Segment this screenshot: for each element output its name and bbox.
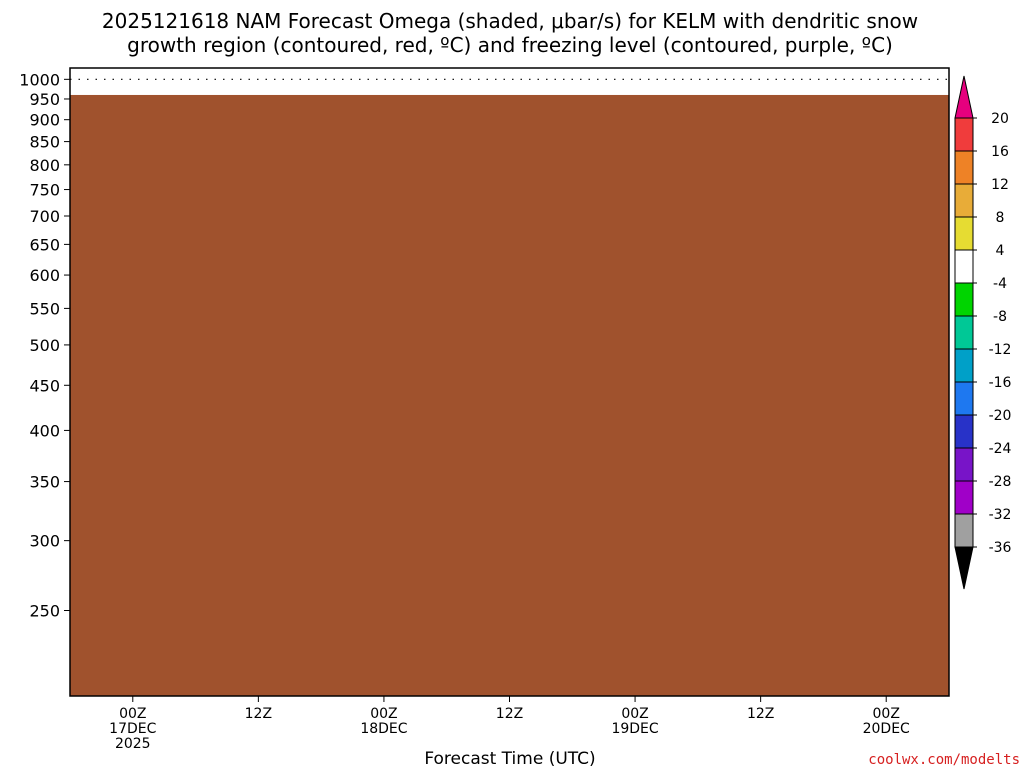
x-tick-label: 00Z: [119, 706, 146, 722]
colorbar: 20 16 12 8 4 -4 -8 -12 -16 -20 -24 -28 -32 -36: [954, 75, 1012, 590]
colorbar-label: -8: [993, 309, 1007, 325]
y-tick-label-800: 800: [29, 156, 60, 175]
colorbar-bin-top: [954, 75, 974, 119]
x-axis-title: Forecast Time (UTC): [424, 749, 595, 768]
y-axis: 250 300 350 400 450 500 550 600 650 700 750 800 850 9…: [19, 70, 70, 621]
y-tick-label-850: 850: [29, 133, 60, 152]
x-tick-label: 17DEC: [109, 721, 156, 737]
colorbar-bin: [954, 282, 974, 317]
y-tick-label-450: 450: [29, 376, 60, 395]
chart-title: 2025121618 NAM Forecast Omega (shaded, μ…: [102, 9, 918, 57]
colorbar-bin: [954, 216, 974, 251]
y-tick-label-500: 500: [29, 336, 60, 355]
colorbar-label: -36: [989, 540, 1012, 556]
y-tick-label-400: 400: [29, 421, 60, 440]
colorbar-label: -28: [989, 474, 1012, 490]
colorbar-label: -12: [989, 342, 1012, 358]
x-tick-label: 2025: [115, 736, 151, 752]
colorbar-bin-bottom: [954, 546, 974, 590]
colorbar-bin: [954, 480, 974, 515]
colorbar-bin: [954, 117, 974, 152]
y-tick-label-350: 350: [29, 473, 60, 492]
plot-area: -18-120: [70, 78, 949, 696]
y-tick-label-550: 550: [29, 299, 60, 318]
x-tick-label: 19DEC: [611, 721, 658, 737]
y-tick-label-300: 300: [29, 532, 60, 551]
colorbar-bin: [954, 414, 974, 449]
ground-layer: [70, 94, 949, 696]
y-tick-label-750: 750: [29, 181, 60, 200]
colorbar-label: -16: [989, 375, 1012, 391]
x-tick-label: 00Z: [621, 706, 648, 722]
colorbar-bin: [954, 315, 974, 350]
colorbar-bin: [954, 150, 974, 185]
colorbar-label: 12: [991, 177, 1009, 193]
colorbar-label: 20: [991, 111, 1009, 127]
y-tick-label-650: 650: [29, 235, 60, 254]
y-tick-label-900: 900: [29, 111, 60, 130]
x-tick-label: 12Z: [496, 706, 523, 722]
colorbar-label: -32: [989, 507, 1012, 523]
colorbar-bin: [954, 348, 974, 383]
colorbar-label: -20: [989, 408, 1012, 424]
colorbar-label: -4: [993, 276, 1007, 292]
colorbar-label: 8: [996, 210, 1005, 226]
colorbar-bin: [954, 447, 974, 482]
x-tick-label: 12Z: [245, 706, 272, 722]
colorbar-bin: [954, 183, 974, 218]
title-line-2: growth region (contoured, red, ºC) and f…: [127, 33, 893, 57]
colorbar-label: 4: [996, 243, 1005, 259]
colorbar-bin: [954, 249, 974, 284]
y-tick-label-700: 700: [29, 207, 60, 226]
y-tick-label-950: 950: [29, 90, 60, 109]
title-line-1: 2025121618 NAM Forecast Omega (shaded, μ…: [102, 9, 918, 33]
y-tick-label-1000: 1000: [19, 70, 60, 89]
y-tick-label-250: 250: [29, 602, 60, 621]
x-tick-label: 20DEC: [863, 721, 910, 737]
x-tick-label: 18DEC: [360, 721, 407, 737]
x-tick-label: 00Z: [370, 706, 397, 722]
colorbar-label: -24: [989, 441, 1012, 457]
colorbar-bin: [954, 381, 974, 416]
y-tick-label-600: 600: [29, 266, 60, 285]
x-tick-label: 12Z: [747, 706, 774, 722]
colorbar-bin: [954, 513, 974, 548]
credit-text: coolwx.com/modelts: [868, 752, 1020, 768]
x-tick-label: 00Z: [873, 706, 900, 722]
colorbar-label: 16: [991, 144, 1009, 160]
ground-surface: [70, 94, 949, 696]
